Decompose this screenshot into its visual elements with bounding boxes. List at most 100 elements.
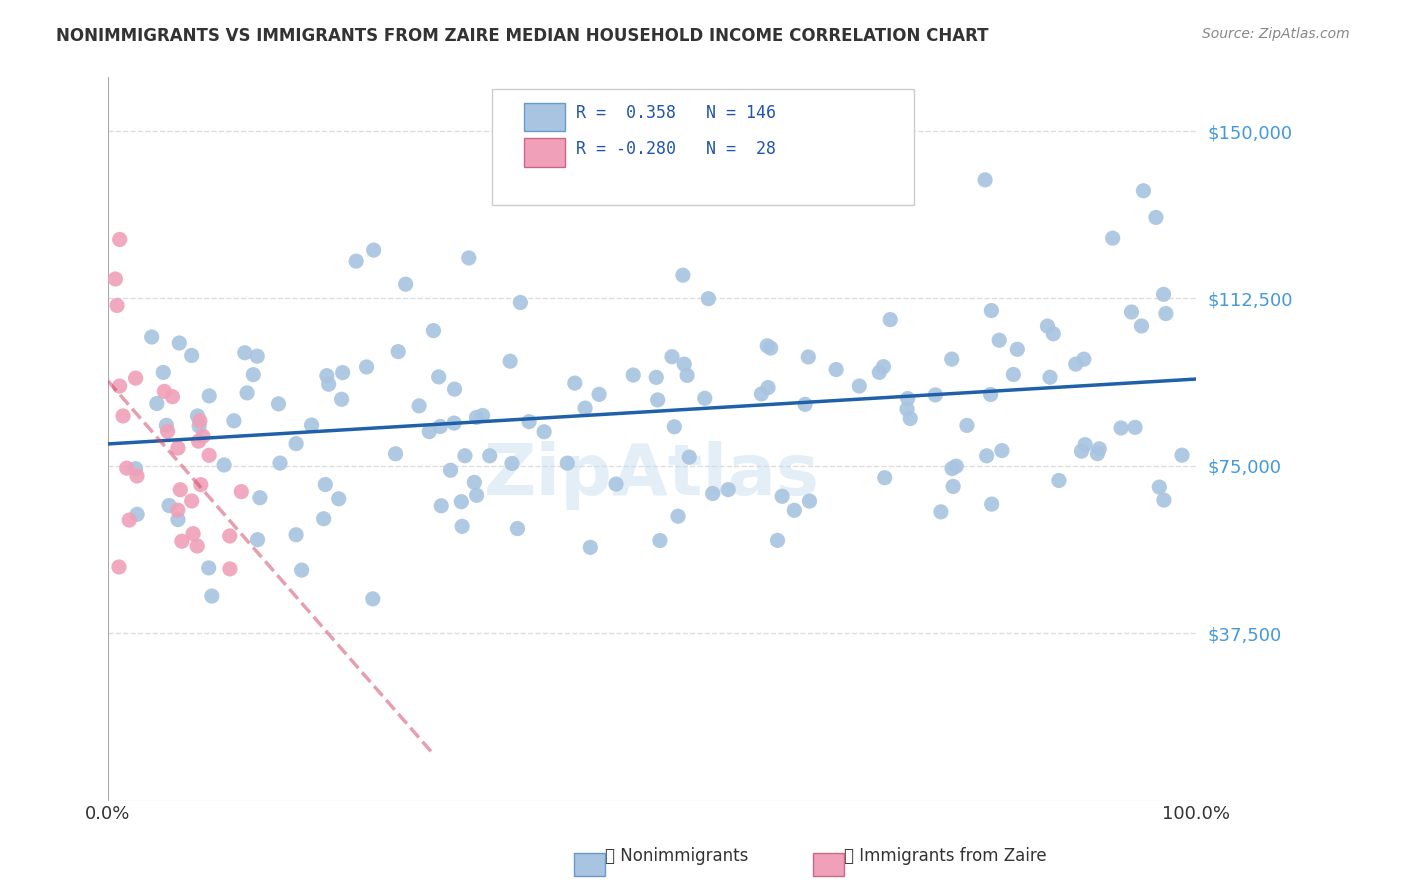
Point	[108, 560, 131, 574]
Point	[181, 526, 204, 541]
Point	[974, 173, 997, 187]
Point	[169, 336, 191, 351]
Point	[794, 397, 817, 411]
Point	[579, 541, 602, 555]
Point	[463, 475, 485, 490]
Point	[506, 522, 529, 536]
Point	[105, 298, 128, 312]
Point	[1007, 343, 1029, 357]
Point	[1047, 474, 1070, 488]
Point	[759, 341, 782, 355]
Point	[186, 539, 208, 553]
Point	[246, 533, 269, 547]
Point	[533, 425, 555, 439]
Point	[141, 330, 163, 344]
Point	[672, 268, 695, 282]
Point	[291, 563, 314, 577]
Point	[1074, 437, 1097, 451]
Point	[1070, 444, 1092, 458]
Point	[443, 382, 465, 396]
Point	[450, 494, 472, 508]
Y-axis label: Median Household Income: Median Household Income	[0, 329, 8, 549]
Point	[363, 243, 385, 257]
Point	[124, 461, 146, 475]
Point	[941, 352, 963, 367]
Point	[645, 370, 668, 384]
Point	[111, 409, 134, 423]
Point	[1130, 318, 1153, 333]
Point	[167, 512, 190, 526]
Point	[945, 459, 967, 474]
Point	[717, 483, 740, 497]
Point	[766, 533, 789, 548]
Point	[157, 499, 180, 513]
Point	[361, 591, 384, 606]
Text: ⬜ Nonimmigrants: ⬜ Nonimmigrants	[605, 847, 748, 865]
Point	[233, 345, 256, 359]
Point	[980, 497, 1002, 511]
Point	[166, 503, 188, 517]
Point	[942, 479, 965, 493]
Point	[125, 469, 148, 483]
Point	[430, 499, 453, 513]
Point	[988, 333, 1011, 347]
Point	[564, 376, 586, 390]
Point	[1101, 231, 1123, 245]
Point	[439, 463, 461, 477]
Point	[427, 370, 450, 384]
Point	[868, 365, 890, 379]
Point	[1036, 319, 1059, 334]
Point	[697, 292, 720, 306]
Point	[991, 443, 1014, 458]
Point	[509, 295, 531, 310]
Point	[702, 486, 724, 500]
Point	[517, 415, 540, 429]
Point	[443, 416, 465, 430]
Point	[155, 418, 177, 433]
Point	[152, 365, 174, 379]
Point	[104, 272, 127, 286]
Text: NONIMMIGRANTS VS IMMIGRANTS FROM ZAIRE MEDIAN HOUSEHOLD INCOME CORRELATION CHART: NONIMMIGRANTS VS IMMIGRANTS FROM ZAIRE M…	[56, 27, 988, 45]
Point	[422, 324, 444, 338]
Text: R =  0.358   N = 146: R = 0.358 N = 146	[576, 104, 776, 122]
Text: R = -0.280   N =  28: R = -0.280 N = 28	[576, 140, 776, 158]
Point	[896, 402, 918, 417]
Point	[115, 461, 138, 475]
Point	[873, 471, 896, 485]
Point	[328, 491, 350, 506]
Point	[118, 513, 141, 527]
Point	[941, 461, 963, 475]
Point	[180, 494, 202, 508]
Point	[218, 529, 240, 543]
Point	[1064, 357, 1087, 371]
Point	[408, 399, 430, 413]
Point	[301, 418, 323, 433]
Point	[783, 503, 806, 517]
Point	[219, 562, 242, 576]
Point	[678, 450, 700, 464]
Point	[318, 377, 340, 392]
Point	[387, 344, 409, 359]
Point	[314, 477, 336, 491]
Point	[825, 362, 848, 376]
Point	[575, 106, 598, 120]
Point	[249, 491, 271, 505]
Text: Source: ZipAtlas.com: Source: ZipAtlas.com	[1202, 27, 1350, 41]
Point	[180, 348, 202, 362]
Point	[797, 350, 820, 364]
Point	[187, 434, 209, 449]
Point	[188, 414, 211, 428]
Point	[1073, 352, 1095, 367]
Point	[167, 441, 190, 455]
Point	[201, 589, 224, 603]
Point	[1042, 326, 1064, 341]
Point	[1144, 211, 1167, 225]
Point	[898, 411, 921, 425]
Point	[454, 449, 477, 463]
Point	[344, 254, 367, 268]
Point	[269, 456, 291, 470]
Point	[879, 312, 901, 326]
Point	[661, 350, 683, 364]
Point	[153, 384, 176, 399]
Point	[1123, 420, 1146, 434]
